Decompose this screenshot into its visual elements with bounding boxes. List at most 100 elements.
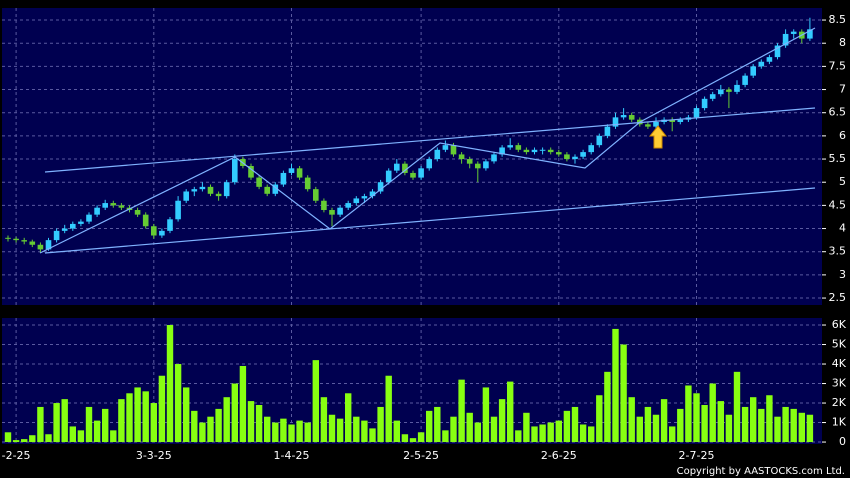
volume-bar xyxy=(345,393,352,443)
volume-bar xyxy=(85,406,93,443)
candle-body xyxy=(790,31,797,34)
candle-body xyxy=(596,135,603,146)
candle-body xyxy=(507,145,513,148)
grid xyxy=(2,8,822,444)
candle-body xyxy=(264,186,270,194)
volume-bar xyxy=(239,365,247,443)
y-tick-label: 2.5 xyxy=(829,291,847,304)
volume-bar xyxy=(166,325,174,443)
volume-bar xyxy=(53,403,60,443)
volume-bar xyxy=(531,426,538,443)
candle-body xyxy=(418,168,424,178)
candle-body xyxy=(410,172,416,178)
x-tick-label: 1-4-25 xyxy=(274,449,310,462)
volume-bar xyxy=(490,416,498,443)
candle-body xyxy=(531,149,538,153)
y-tick-label: 4 xyxy=(839,222,846,235)
volume-bar xyxy=(272,422,279,443)
candle-body xyxy=(110,203,117,206)
candle-body xyxy=(313,189,319,201)
candle-body xyxy=(620,115,627,118)
candle-body xyxy=(53,230,60,241)
volume-bar xyxy=(215,408,222,443)
candle-body xyxy=(159,230,165,236)
volume-bar xyxy=(766,395,773,443)
volume-bar xyxy=(588,426,595,443)
volume-bar xyxy=(701,404,708,443)
candle-body xyxy=(337,207,343,215)
candle-body xyxy=(426,159,432,169)
y-tick-label: 4.5 xyxy=(829,198,847,211)
volume-bar xyxy=(280,418,287,443)
candle-body xyxy=(693,108,700,118)
volume-bar xyxy=(790,408,797,443)
volume-bar xyxy=(255,404,263,443)
volume-bar xyxy=(385,375,392,443)
volume-bar xyxy=(498,399,506,443)
volume-bar xyxy=(150,403,157,443)
candle-body xyxy=(134,210,141,215)
y-tick-label: 6.5 xyxy=(829,106,847,119)
volume-bar xyxy=(523,412,530,443)
candle-body xyxy=(475,163,481,169)
volume-bar xyxy=(628,397,635,443)
candle-body xyxy=(329,210,335,215)
volume-bar xyxy=(223,397,230,443)
candle-body xyxy=(580,152,586,157)
copyright: Copyright by AASTOCKS.com Ltd. xyxy=(677,466,845,477)
volume-bar xyxy=(126,393,133,443)
volume-bar xyxy=(393,420,400,443)
volume-bar xyxy=(158,375,166,443)
y-tick-label: 5.5 xyxy=(829,152,847,165)
volume-bar xyxy=(482,387,490,443)
volume-bar xyxy=(426,410,433,443)
volume-bar xyxy=(37,406,44,443)
candle-body xyxy=(86,214,92,222)
arrow-marker xyxy=(648,125,668,149)
volume-bar xyxy=(798,412,805,443)
volume-bar xyxy=(183,387,190,443)
candle-body xyxy=(604,126,611,136)
y-tick-label: 3.5 xyxy=(829,245,847,258)
volume-bar xyxy=(328,414,336,443)
volume-bar xyxy=(685,385,692,443)
volume-bar xyxy=(669,426,676,443)
candle-body xyxy=(499,147,505,155)
candle-body xyxy=(199,186,206,190)
candle-body xyxy=(564,154,570,160)
channel-upper xyxy=(44,107,816,173)
candle-body xyxy=(718,89,724,95)
candle-body xyxy=(21,240,27,242)
candle-body xyxy=(70,223,76,229)
volume-bar xyxy=(118,399,125,443)
volume-bar xyxy=(750,397,757,443)
candle-body xyxy=(588,145,594,153)
candle-body xyxy=(677,119,684,122)
candle-body xyxy=(13,238,19,241)
volume-bar xyxy=(717,401,724,443)
volume-bar xyxy=(93,420,101,443)
volume-bar xyxy=(644,406,652,443)
candle-body xyxy=(78,221,84,224)
volume-bar xyxy=(579,424,587,443)
y-tick-label: 7 xyxy=(839,83,846,96)
candle-body xyxy=(369,191,376,197)
candle-body xyxy=(572,156,578,160)
y-tick-label: 2K xyxy=(832,396,847,409)
candle-body xyxy=(709,94,716,99)
volume-bar xyxy=(312,360,319,443)
candle-body xyxy=(377,182,384,192)
candle-body xyxy=(385,170,392,183)
candle-body xyxy=(288,168,295,173)
volume-bar xyxy=(320,397,328,443)
candle-body xyxy=(774,45,781,58)
candle-body xyxy=(280,172,287,185)
volume-bar xyxy=(361,420,368,443)
candle-body xyxy=(450,145,457,155)
volume-bar xyxy=(353,416,360,443)
channel-lower xyxy=(44,187,816,254)
volume-bar xyxy=(547,422,554,443)
volume-bar xyxy=(442,430,449,443)
candle-body xyxy=(758,61,765,67)
